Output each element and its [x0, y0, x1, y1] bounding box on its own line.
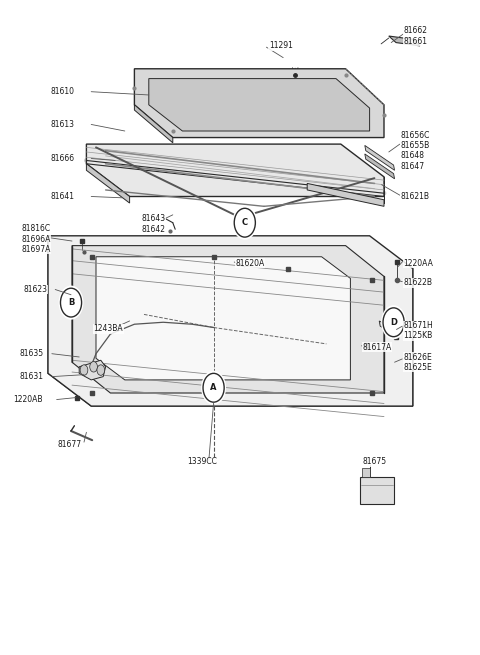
Text: D: D: [390, 318, 397, 327]
Polygon shape: [96, 257, 350, 380]
Text: 81677: 81677: [58, 440, 82, 449]
Text: 81626E
81625E: 81626E 81625E: [403, 352, 432, 372]
Circle shape: [201, 371, 226, 405]
Text: 81621B: 81621B: [401, 192, 430, 201]
Polygon shape: [79, 360, 106, 380]
Circle shape: [97, 365, 105, 375]
Polygon shape: [389, 36, 420, 46]
Text: 81617A: 81617A: [362, 343, 392, 352]
Text: 81656C
81655B
81648
81647: 81656C 81655B 81648 81647: [401, 130, 430, 171]
Text: 1220AA: 1220AA: [403, 259, 433, 268]
Polygon shape: [384, 269, 413, 406]
Polygon shape: [48, 236, 413, 406]
Text: C: C: [242, 218, 248, 227]
Polygon shape: [365, 145, 395, 170]
Text: 81635: 81635: [19, 349, 43, 358]
Text: 81675: 81675: [362, 457, 386, 466]
Text: 81631: 81631: [19, 372, 43, 381]
Circle shape: [90, 362, 97, 372]
Text: 81620A: 81620A: [235, 259, 264, 268]
Text: 81622B: 81622B: [403, 278, 432, 288]
Circle shape: [59, 286, 84, 320]
Text: 1339CC: 1339CC: [187, 457, 217, 466]
Circle shape: [238, 208, 252, 227]
Circle shape: [234, 208, 255, 237]
Circle shape: [381, 305, 406, 339]
Polygon shape: [379, 321, 395, 334]
Polygon shape: [360, 477, 394, 504]
Polygon shape: [362, 468, 370, 477]
Polygon shape: [134, 69, 384, 138]
Text: 11291: 11291: [269, 41, 293, 50]
Text: 81610: 81610: [50, 87, 74, 96]
Polygon shape: [48, 362, 413, 406]
Text: 1243BA: 1243BA: [94, 324, 123, 333]
Circle shape: [383, 308, 404, 337]
Text: 81662
81661: 81662 81661: [403, 26, 427, 46]
Polygon shape: [307, 183, 384, 206]
Polygon shape: [86, 144, 384, 196]
Text: 81816C
81696A
81697A: 81816C 81696A 81697A: [22, 224, 51, 254]
Polygon shape: [365, 154, 395, 179]
Polygon shape: [149, 79, 370, 131]
Text: 81623: 81623: [24, 285, 48, 294]
Polygon shape: [48, 236, 72, 373]
Text: 81666: 81666: [50, 154, 74, 163]
Polygon shape: [134, 105, 173, 143]
Text: B: B: [68, 298, 74, 307]
Circle shape: [60, 288, 82, 317]
Text: 81643
81642: 81643 81642: [142, 214, 166, 234]
Text: 81641: 81641: [50, 192, 74, 201]
Circle shape: [232, 206, 257, 240]
Circle shape: [203, 373, 224, 402]
Text: 81613: 81613: [50, 120, 74, 129]
Circle shape: [80, 365, 88, 375]
Text: 1220AB: 1220AB: [14, 395, 43, 404]
Text: 81671H
1125KB: 81671H 1125KB: [403, 321, 433, 341]
Text: A: A: [210, 383, 217, 392]
Polygon shape: [86, 164, 130, 203]
Polygon shape: [72, 246, 384, 393]
